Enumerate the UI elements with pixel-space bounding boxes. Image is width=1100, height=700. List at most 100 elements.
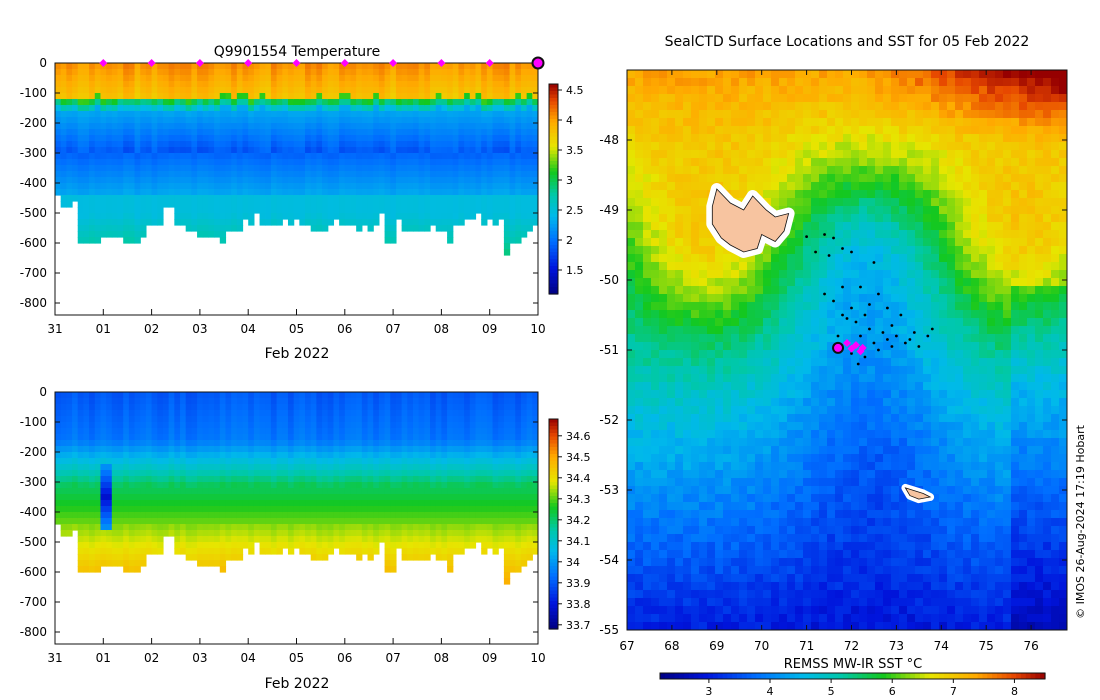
section-cell bbox=[333, 530, 340, 537]
section-cell bbox=[157, 488, 164, 495]
section-cell bbox=[412, 117, 420, 124]
section-cell bbox=[106, 81, 113, 88]
section-cell bbox=[412, 494, 420, 501]
section-cell bbox=[515, 548, 522, 555]
section-cell bbox=[236, 117, 244, 124]
section-cell bbox=[66, 404, 73, 411]
section-cell bbox=[77, 404, 85, 411]
section-cell bbox=[520, 452, 528, 459]
section-cell bbox=[140, 518, 147, 525]
section-cell bbox=[441, 63, 448, 70]
section-cell bbox=[520, 410, 528, 417]
section-cell bbox=[390, 476, 397, 483]
section-cell bbox=[242, 147, 249, 154]
section-cell bbox=[162, 440, 170, 447]
section-cell bbox=[276, 159, 283, 166]
section-cell bbox=[526, 542, 533, 549]
section-cell bbox=[424, 225, 431, 232]
section-cell bbox=[447, 237, 454, 244]
section-cell bbox=[441, 404, 448, 411]
section-cell bbox=[202, 458, 210, 465]
section-cell bbox=[361, 446, 369, 453]
section-cell bbox=[407, 554, 414, 561]
section-cell bbox=[231, 117, 238, 124]
section-cell bbox=[526, 476, 533, 483]
section-cell bbox=[481, 410, 488, 417]
section-cell bbox=[361, 135, 369, 142]
section-cell bbox=[430, 398, 437, 405]
section-cell bbox=[373, 153, 380, 160]
section-cell bbox=[452, 548, 460, 555]
section-cell bbox=[526, 213, 533, 220]
section-cell bbox=[509, 548, 516, 555]
section-cell bbox=[384, 392, 391, 399]
section-cell bbox=[180, 69, 187, 76]
section-cell bbox=[361, 111, 369, 118]
section-cell bbox=[418, 452, 425, 459]
section-cell bbox=[305, 111, 312, 118]
section-cell bbox=[208, 524, 215, 531]
section-cell bbox=[475, 410, 482, 417]
section-cell bbox=[231, 75, 238, 82]
section-cell bbox=[469, 207, 477, 214]
section-cell bbox=[327, 171, 335, 178]
section-cell bbox=[236, 171, 244, 178]
section-cell bbox=[299, 470, 306, 477]
section-cell bbox=[185, 470, 192, 477]
section-cell bbox=[72, 446, 79, 453]
colorbar-tick-label: 33.7 bbox=[566, 619, 591, 632]
section-cell bbox=[145, 63, 153, 70]
section-cell bbox=[503, 195, 511, 202]
section-cell bbox=[214, 392, 221, 399]
section-cell bbox=[231, 207, 238, 214]
section-cell bbox=[327, 536, 335, 543]
section-cell bbox=[333, 464, 340, 471]
section-cell bbox=[503, 530, 511, 537]
section-cell bbox=[367, 488, 374, 495]
section-cell bbox=[299, 141, 306, 148]
section-cell bbox=[526, 428, 533, 435]
section-cell bbox=[532, 207, 538, 214]
section-cell bbox=[475, 446, 482, 453]
section-cell bbox=[515, 237, 522, 244]
section-cell bbox=[185, 159, 192, 166]
section-cell bbox=[464, 422, 471, 429]
section-cell bbox=[458, 87, 465, 94]
section-cell bbox=[407, 111, 414, 118]
section-cell bbox=[162, 189, 170, 196]
section-cell bbox=[361, 87, 369, 94]
section-cell bbox=[532, 494, 538, 501]
section-cell bbox=[225, 195, 232, 202]
section-cell bbox=[390, 219, 397, 226]
section-cell bbox=[219, 410, 227, 417]
section-cell bbox=[452, 207, 460, 214]
section-cell bbox=[378, 476, 386, 483]
section-cell bbox=[151, 93, 158, 100]
section-cell bbox=[214, 500, 221, 507]
section-cell bbox=[344, 63, 352, 70]
section-cell bbox=[322, 488, 329, 495]
section-cell bbox=[498, 213, 505, 220]
section-cell bbox=[157, 494, 164, 501]
section-cell bbox=[407, 225, 414, 232]
section-cell bbox=[242, 177, 249, 184]
section-cell bbox=[492, 446, 499, 453]
section-cell bbox=[60, 518, 67, 525]
section-cell bbox=[327, 201, 335, 208]
section-cell bbox=[492, 147, 499, 154]
section-cell bbox=[77, 123, 85, 130]
section-cell bbox=[151, 111, 158, 118]
section-cell bbox=[236, 147, 244, 154]
section-cell bbox=[515, 189, 522, 196]
section-cell bbox=[401, 195, 408, 202]
colorbar-segment bbox=[549, 290, 558, 295]
section-cell bbox=[265, 428, 272, 435]
section-cell bbox=[412, 524, 420, 531]
section-cell bbox=[316, 165, 323, 172]
section-cell bbox=[270, 392, 278, 399]
section-cell bbox=[293, 524, 300, 531]
section-cell bbox=[435, 87, 442, 94]
section-cell bbox=[242, 183, 249, 190]
section-cell bbox=[361, 141, 369, 148]
section-cell bbox=[520, 404, 528, 411]
